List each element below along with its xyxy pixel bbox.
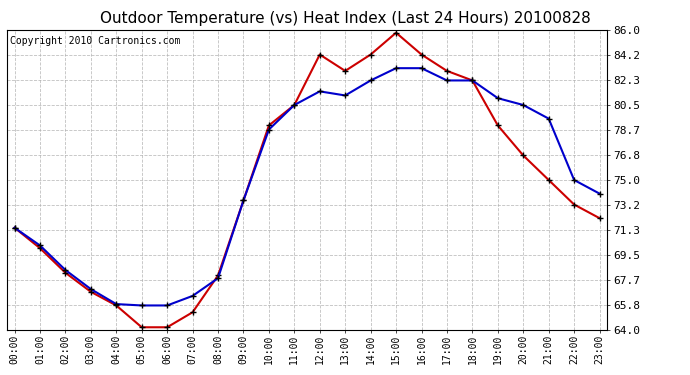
Text: Copyright 2010 Cartronics.com: Copyright 2010 Cartronics.com	[10, 36, 180, 46]
Text: Outdoor Temperature (vs) Heat Index (Last 24 Hours) 20100828: Outdoor Temperature (vs) Heat Index (Las…	[99, 11, 591, 26]
